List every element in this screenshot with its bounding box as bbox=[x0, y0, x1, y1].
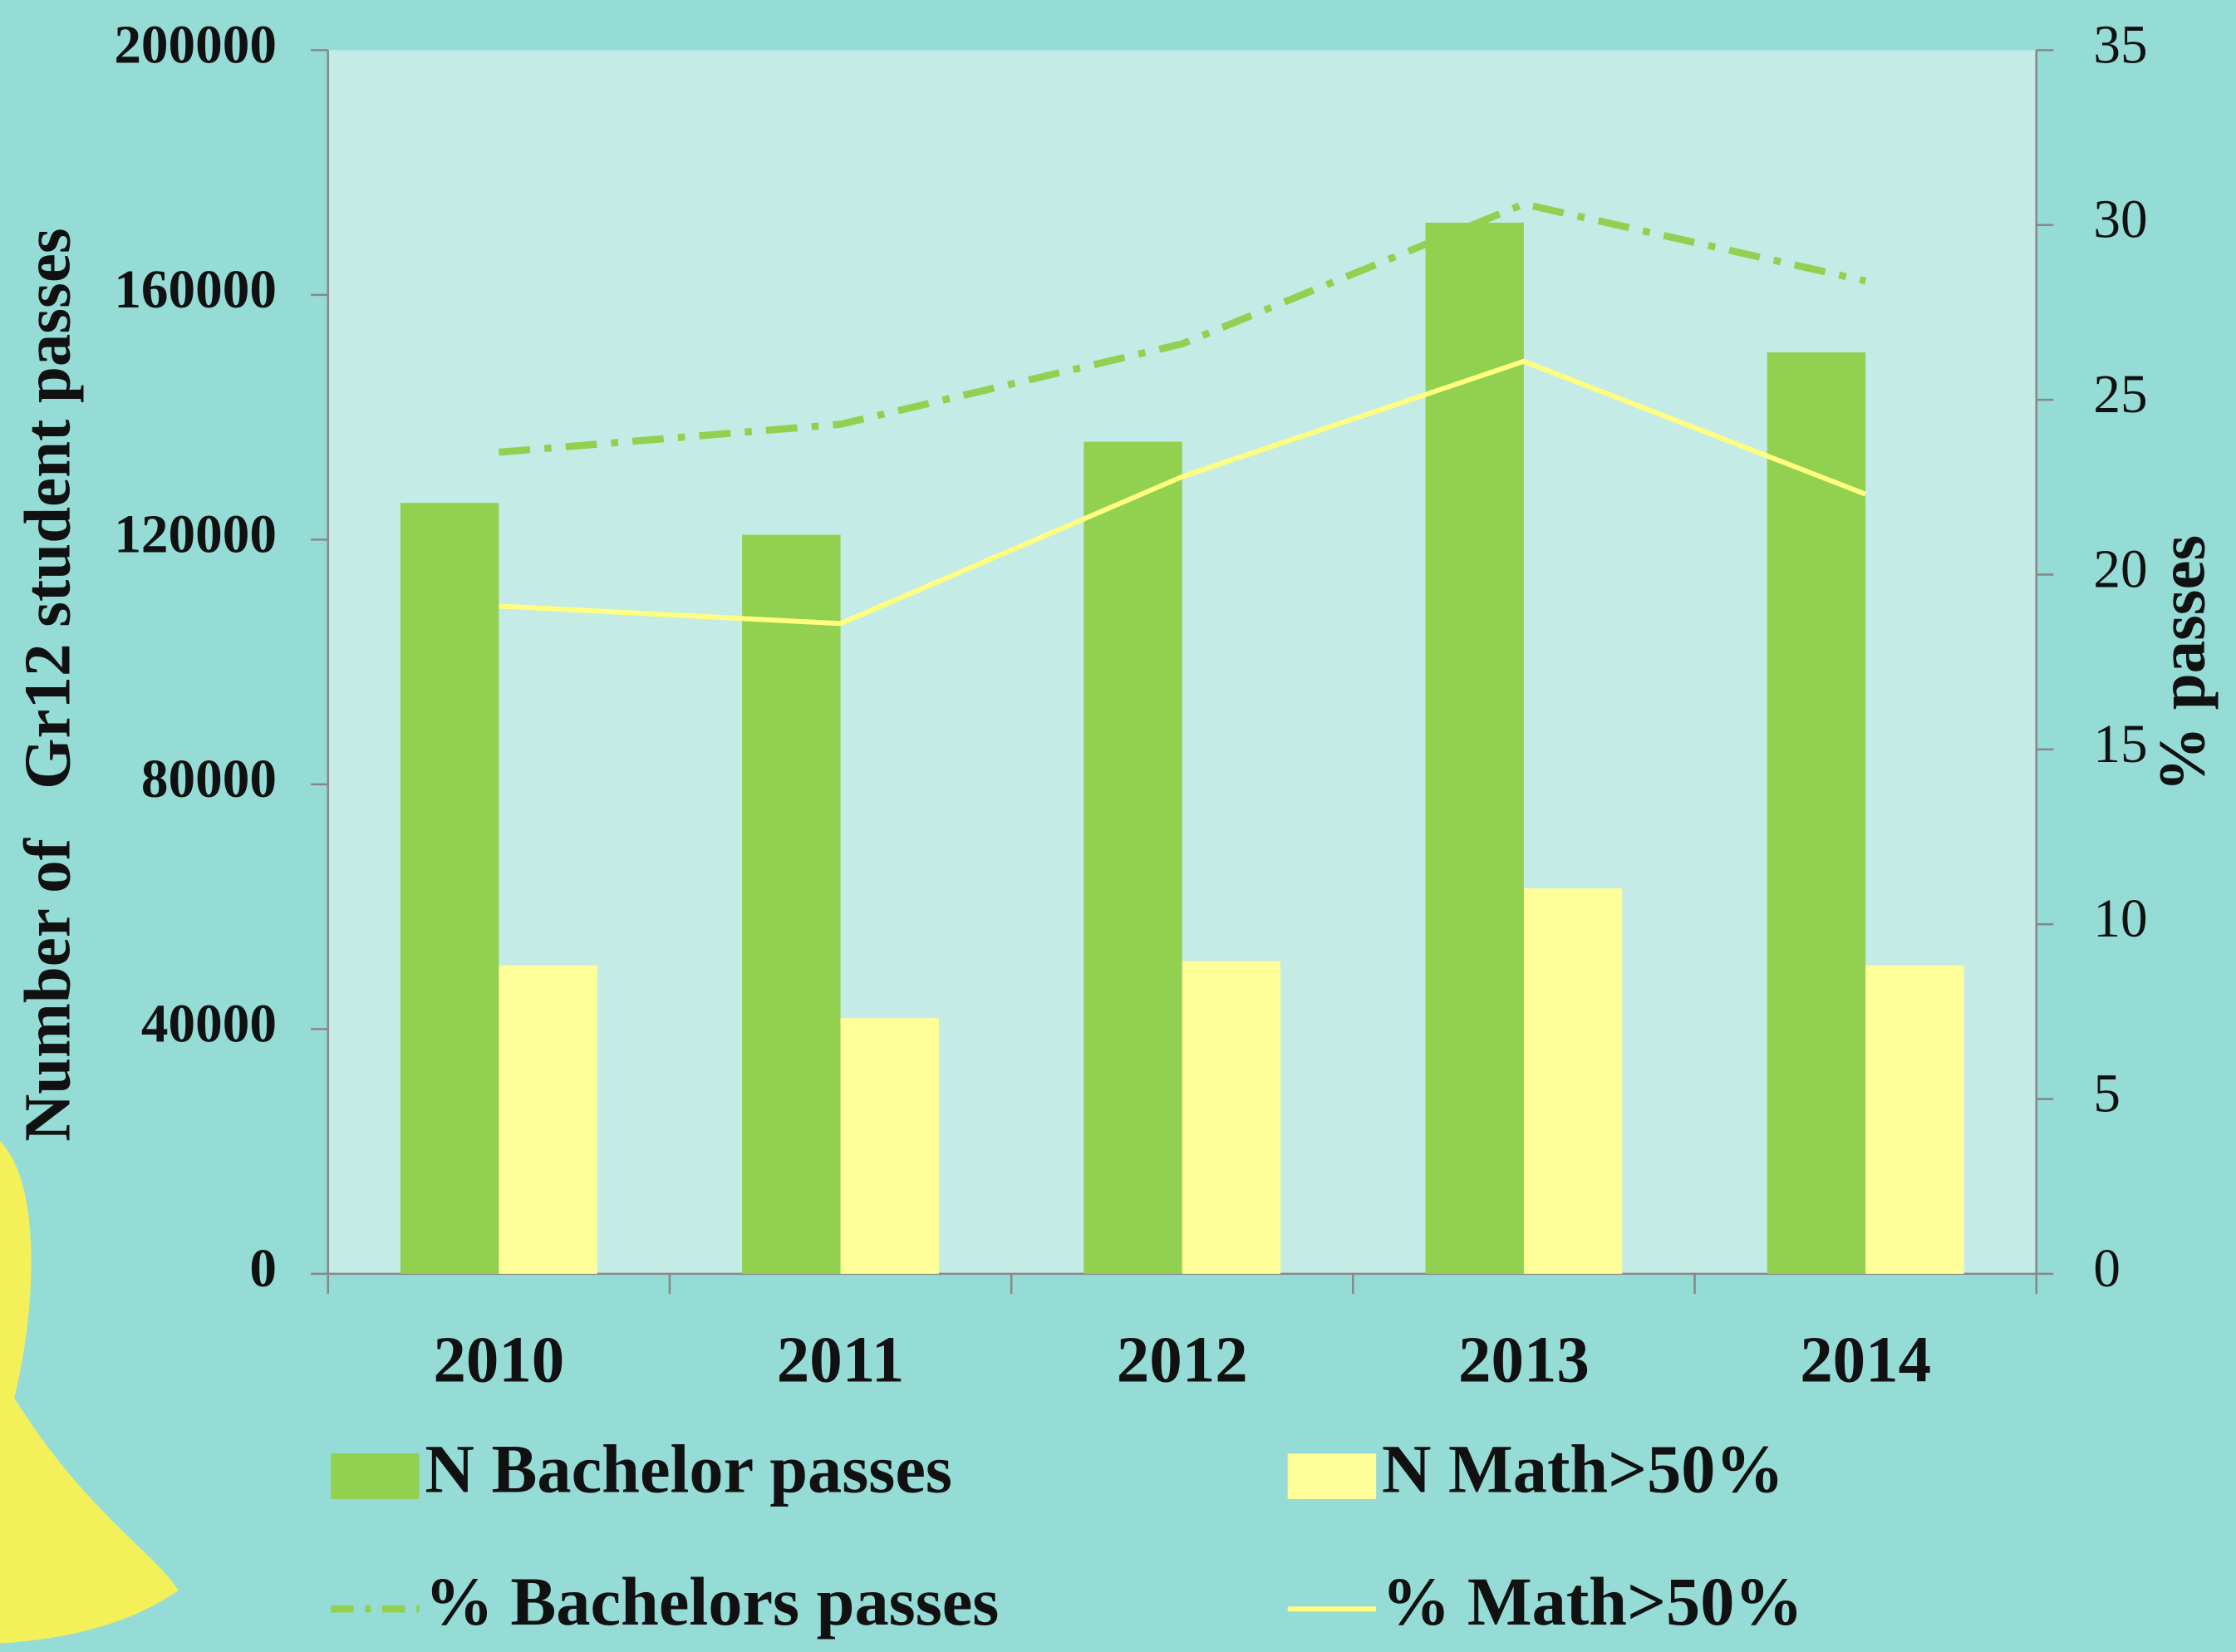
y-tick-label: 120000 bbox=[114, 504, 277, 564]
legend-label: % Math>50% bbox=[1382, 1564, 1803, 1640]
legend-label: % Bachelors passes bbox=[425, 1564, 999, 1640]
y2-tick-label: 35 bbox=[2093, 15, 2147, 75]
y2-tick-label: 0 bbox=[2093, 1239, 2121, 1299]
bar bbox=[1524, 888, 1622, 1274]
y2-tick-label: 30 bbox=[2093, 190, 2147, 250]
legend-swatch bbox=[331, 1453, 419, 1499]
y-tick-label: 200000 bbox=[114, 15, 277, 75]
x-tick-label: 2012 bbox=[1117, 1325, 1248, 1397]
y-axis-title: Number of Gr12 student passes bbox=[12, 228, 84, 1141]
bar bbox=[401, 503, 499, 1274]
x-tick-label: 2013 bbox=[1458, 1325, 1590, 1397]
x-tick-label: 2014 bbox=[1800, 1325, 1931, 1397]
y2-tick-label: 15 bbox=[2093, 715, 2147, 774]
legend-swatch bbox=[1288, 1453, 1376, 1499]
bar bbox=[742, 534, 840, 1273]
y-tick-label: 160000 bbox=[114, 260, 277, 320]
y2-tick-label: 5 bbox=[2093, 1064, 2121, 1123]
x-tick-label: 2010 bbox=[433, 1325, 564, 1397]
x-tick-label: 2011 bbox=[777, 1325, 905, 1397]
y2-tick-label: 10 bbox=[2093, 889, 2147, 949]
y2-tick-label: 25 bbox=[2093, 365, 2147, 425]
y-tick-label: 80000 bbox=[141, 750, 277, 809]
bar bbox=[1084, 442, 1182, 1274]
legend-label: N Bachelor passes bbox=[425, 1431, 952, 1507]
bar bbox=[499, 966, 597, 1274]
y2-axis-title: % passes bbox=[2146, 535, 2219, 792]
bar bbox=[1182, 961, 1280, 1274]
y-tick-label: 40000 bbox=[141, 994, 277, 1054]
y2-tick-label: 20 bbox=[2093, 539, 2147, 599]
chart: Number of Gr12 student passes % passes 0… bbox=[0, 0, 2236, 1652]
legend-label: N Math>50% bbox=[1382, 1431, 1784, 1507]
bar bbox=[1865, 966, 1963, 1274]
y-tick-label: 0 bbox=[249, 1239, 277, 1299]
bar bbox=[841, 1018, 939, 1274]
